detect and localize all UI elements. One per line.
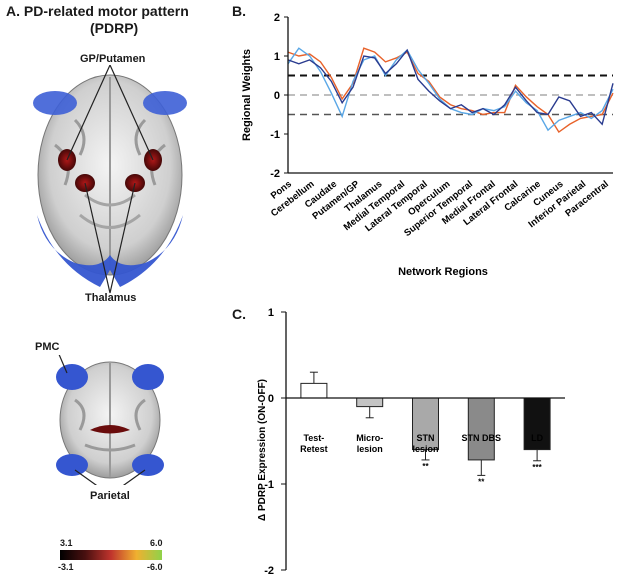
series-line-cohort-3	[287, 48, 614, 126]
bar-0	[300, 382, 328, 399]
significance-marker: **	[422, 462, 429, 471]
c-category-label: LD	[531, 433, 543, 443]
c-category-label: Test-	[303, 433, 324, 443]
pdrp-expression-chart: Δ PDRP Expression (ON-OFF) ******* 10-1-…	[257, 307, 565, 577]
colorbar-neg-min: -3.1	[58, 562, 74, 572]
y-tick-label: -2	[270, 168, 280, 180]
c-category-label: Micro-	[356, 433, 383, 443]
bar-3	[467, 397, 495, 461]
colorbar-pos-max: 6.0	[150, 538, 163, 548]
label-thalamus: Thalamus	[85, 292, 137, 304]
panel-c-label: C.	[232, 306, 246, 322]
colorbar	[60, 550, 162, 560]
colorbar-neg-max: -6.0	[147, 562, 163, 572]
bar-1	[356, 397, 384, 408]
series-line-cohort-1	[287, 47, 614, 134]
superior-brain-image	[56, 355, 164, 485]
significance-marker: ***	[532, 463, 542, 472]
c-y-tick-label: 0	[268, 393, 274, 405]
c-category-label: STN	[417, 433, 435, 443]
c-y-tick-label: 1	[268, 307, 274, 319]
c-category-label: lesion	[357, 444, 383, 454]
y-axis-label: Regional Weights	[241, 49, 253, 141]
c-category-label: Retest	[300, 444, 328, 454]
bar-2	[412, 397, 439, 451]
y-tick-label: 1	[274, 51, 280, 63]
label-pmc: PMC	[35, 341, 60, 353]
c-y-tick-label: -1	[264, 479, 274, 491]
y-tick-label: 0	[274, 90, 280, 102]
regional-weights-chart: Regional Weights Network Regions 2 1 0 -1 -2…	[241, 12, 614, 278]
axial-brain-image	[33, 65, 187, 294]
y-tick-label: -1	[270, 129, 280, 141]
c-y-axis-label: Δ PDRP Expression (ON-OFF)	[257, 379, 268, 521]
colorbar-pos-min: 3.1	[60, 538, 73, 548]
c-category-label: lesion	[412, 444, 438, 454]
panel-a-subtitle: (PDRP)	[90, 20, 139, 36]
c-y-tick-label: -2	[264, 565, 274, 577]
panel-a-title: A. PD-related motor pattern	[6, 3, 189, 19]
y-tick-label: 2	[274, 12, 280, 24]
label-gp-putamen: GP/Putamen	[80, 53, 146, 65]
x-axis-label: Network Regions	[398, 266, 488, 278]
significance-marker: **	[478, 477, 485, 486]
c-category-label: STN DBS	[462, 433, 502, 443]
panel-b-label: B.	[232, 3, 246, 19]
label-parietal: Parietal	[90, 490, 130, 502]
